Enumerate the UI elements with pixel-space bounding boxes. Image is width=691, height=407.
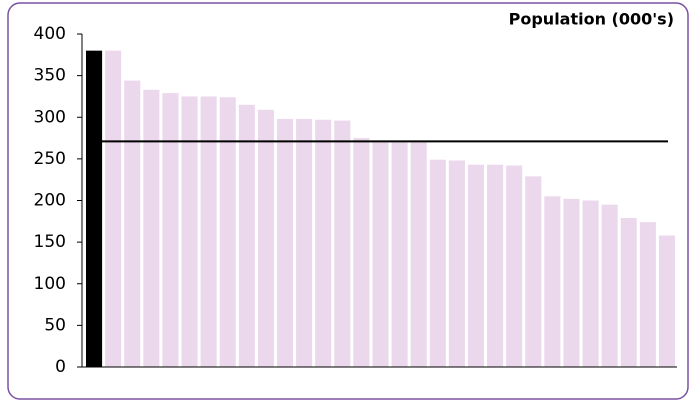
bar: [257, 109, 274, 367]
bar: [639, 222, 656, 367]
bar: [200, 96, 217, 367]
bar: [391, 142, 408, 367]
y-tick-label: 100: [34, 274, 66, 294]
y-tick-label: 200: [34, 191, 66, 211]
bar: [429, 159, 446, 367]
bar: [296, 118, 313, 367]
y-tick-label: 150: [34, 232, 66, 252]
bar: [467, 164, 485, 367]
y-tick-label: 300: [34, 107, 66, 127]
bar: [353, 138, 370, 367]
bar: [181, 96, 198, 367]
y-tick-label: 50: [44, 315, 66, 335]
y-tick-label: 350: [34, 66, 66, 86]
chart-title: Population (000's): [509, 10, 674, 29]
bar: [105, 50, 122, 368]
bar: [563, 198, 580, 367]
bar: [86, 50, 103, 368]
y-tick-label: 400: [34, 24, 66, 44]
y-tick-label: 0: [55, 357, 66, 377]
bar: [315, 119, 332, 367]
bar: [334, 120, 351, 367]
bar: [448, 160, 465, 367]
bar: [143, 89, 160, 367]
bar: [372, 142, 389, 367]
bar: [506, 165, 523, 367]
bar: [162, 93, 179, 368]
bar: [582, 200, 599, 367]
bar: [410, 142, 427, 367]
bar: [620, 217, 637, 367]
bar: [544, 196, 561, 367]
y-tick-label: 250: [34, 149, 66, 169]
bar: [124, 80, 141, 368]
bar: [601, 204, 618, 367]
bar: [238, 104, 255, 367]
bar: [487, 164, 504, 367]
bar: [219, 97, 236, 368]
bar: [276, 118, 294, 367]
bar: [525, 176, 542, 367]
bar: [658, 235, 675, 367]
